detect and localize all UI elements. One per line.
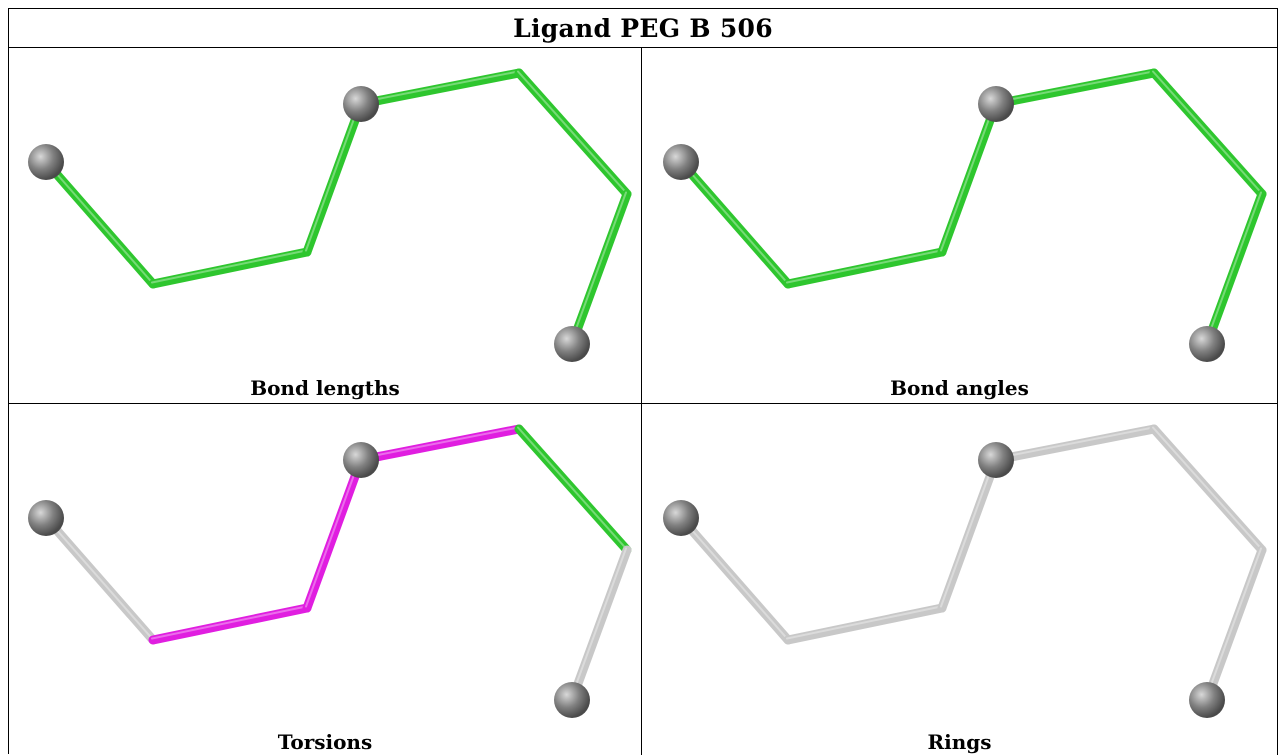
bond-highlight: [305, 101, 361, 252]
bond-highlight: [1152, 426, 1262, 550]
bond: [937, 455, 1001, 613]
bond: [514, 68, 632, 199]
bond-highlight: [44, 515, 153, 640]
bond: [302, 99, 366, 257]
atom-sphere: [663, 500, 699, 536]
panel-caption: Rings: [927, 730, 992, 754]
bond-highlight: [359, 70, 519, 104]
bond: [567, 545, 632, 705]
panel-caption: Bond lengths: [250, 376, 400, 400]
bond-highlight: [305, 457, 361, 608]
atom-sphere: [1189, 682, 1225, 718]
bond-highlight: [940, 101, 996, 252]
bond: [991, 68, 1159, 109]
panel-torsions: Torsions: [9, 404, 642, 755]
atom-sphere: [28, 144, 64, 180]
bond-highlight: [1152, 70, 1262, 194]
panel-rings: Rings: [642, 404, 1278, 755]
bond-highlight: [1205, 547, 1262, 700]
table-header: Ligand PEG B 506: [9, 9, 1278, 48]
atom-sphere: [554, 682, 590, 718]
bond: [937, 99, 1001, 257]
bond: [356, 424, 524, 465]
bond-highlight: [679, 159, 788, 284]
bond: [41, 157, 158, 289]
atom-sphere: [1189, 326, 1225, 362]
bond: [514, 424, 632, 555]
bond-highlight: [786, 249, 942, 284]
bond-highlight: [570, 547, 627, 700]
atom-sphere: [343, 442, 379, 478]
bond-highlight: [570, 191, 627, 344]
panel-caption: Bond angles: [890, 376, 1029, 400]
atom-sphere: [554, 326, 590, 362]
bond: [41, 513, 158, 645]
bond-highlight: [994, 70, 1154, 104]
panel-bond-lengths: Bond lengths: [9, 48, 642, 404]
bond: [676, 157, 793, 289]
bond: [991, 424, 1159, 465]
panel-caption: Torsions: [277, 730, 373, 754]
bond: [676, 513, 793, 645]
bond-highlight: [1205, 191, 1262, 344]
bond-highlight: [679, 515, 788, 640]
bond: [356, 68, 524, 109]
molecule-image: [28, 68, 632, 362]
panel-bond-angles: Bond angles: [642, 48, 1278, 404]
bond-highlight: [940, 457, 996, 608]
bond-highlight: [359, 426, 519, 460]
bond: [783, 603, 947, 645]
bond-highlight: [994, 426, 1154, 460]
bond-highlight: [786, 605, 942, 640]
molecule-image: [663, 68, 1267, 362]
ligand-table: Ligand PEG B 506 Bond lengths Bond angle…: [8, 8, 1278, 755]
ligand-title: Ligand PEG B 506: [513, 13, 773, 43]
bond: [1149, 424, 1267, 555]
bond-highlight: [151, 249, 307, 284]
bond: [148, 247, 312, 289]
molecule-image: [28, 424, 632, 718]
bond: [567, 189, 632, 349]
bond: [148, 603, 312, 645]
bond-highlight: [517, 70, 627, 194]
bond: [783, 247, 947, 289]
bond-highlight: [151, 605, 307, 640]
atom-sphere: [978, 86, 1014, 122]
atom-sphere: [28, 500, 64, 536]
bond-highlight: [44, 159, 153, 284]
bond: [1149, 68, 1267, 199]
molecule-image: [663, 424, 1267, 718]
bond-highlight: [517, 426, 627, 550]
atom-sphere: [343, 86, 379, 122]
atom-sphere: [663, 144, 699, 180]
bond: [1202, 545, 1267, 705]
atom-sphere: [978, 442, 1014, 478]
bond: [302, 455, 366, 613]
bond: [1202, 189, 1267, 349]
